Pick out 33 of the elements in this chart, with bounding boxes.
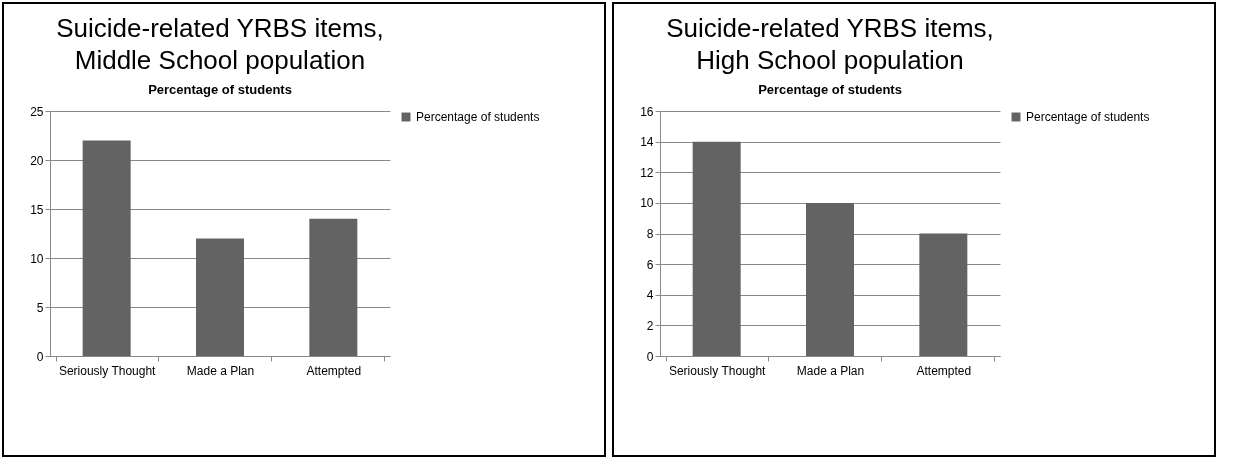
bar xyxy=(806,202,854,356)
x-tick-label: Made a Plan xyxy=(796,363,865,378)
bar xyxy=(82,140,131,356)
x-tick-label: Made a Plan xyxy=(186,363,255,378)
y-tick-label: 20 xyxy=(30,153,44,168)
y-tick-label: 4 xyxy=(646,288,654,303)
y-tick-label: 12 xyxy=(640,165,654,180)
bar xyxy=(196,238,244,356)
chart-title: Suicide-related YRBS items, Middle School population xyxy=(56,13,384,75)
bar xyxy=(309,218,358,356)
legend-label: Percentage of students xyxy=(416,110,540,124)
y-tick-label: 10 xyxy=(30,251,44,266)
y-tick-label: 15 xyxy=(30,202,44,217)
y-tick-label: 10 xyxy=(640,196,654,211)
y-tick-label: 14 xyxy=(640,135,654,150)
y-tick-label: 5 xyxy=(36,300,44,315)
y-tick-label: 2 xyxy=(646,318,654,333)
chart-subtitle: Percentage of students xyxy=(148,82,292,97)
y-tick-label: 8 xyxy=(646,227,654,241)
bar xyxy=(692,141,741,356)
x-tick-label: Seriously Thought xyxy=(668,363,767,378)
x-tick-label: Attempted xyxy=(306,363,362,378)
y-tick-label: 16 xyxy=(640,104,654,119)
y-tick-label: 0 xyxy=(646,349,654,364)
chart-title: Suicide-related YRBS items, High School population xyxy=(666,13,994,75)
y-tick-label: 25 xyxy=(30,104,44,119)
chart-subtitle: Percentage of students xyxy=(758,82,902,97)
legend-label: Percentage of students xyxy=(1026,110,1150,124)
y-tick-label: 0 xyxy=(36,349,44,364)
x-tick-label: Seriously Thought xyxy=(58,363,157,378)
bar xyxy=(919,233,968,356)
y-tick-label: 6 xyxy=(646,257,654,272)
x-tick-label: Attempted xyxy=(916,363,972,378)
